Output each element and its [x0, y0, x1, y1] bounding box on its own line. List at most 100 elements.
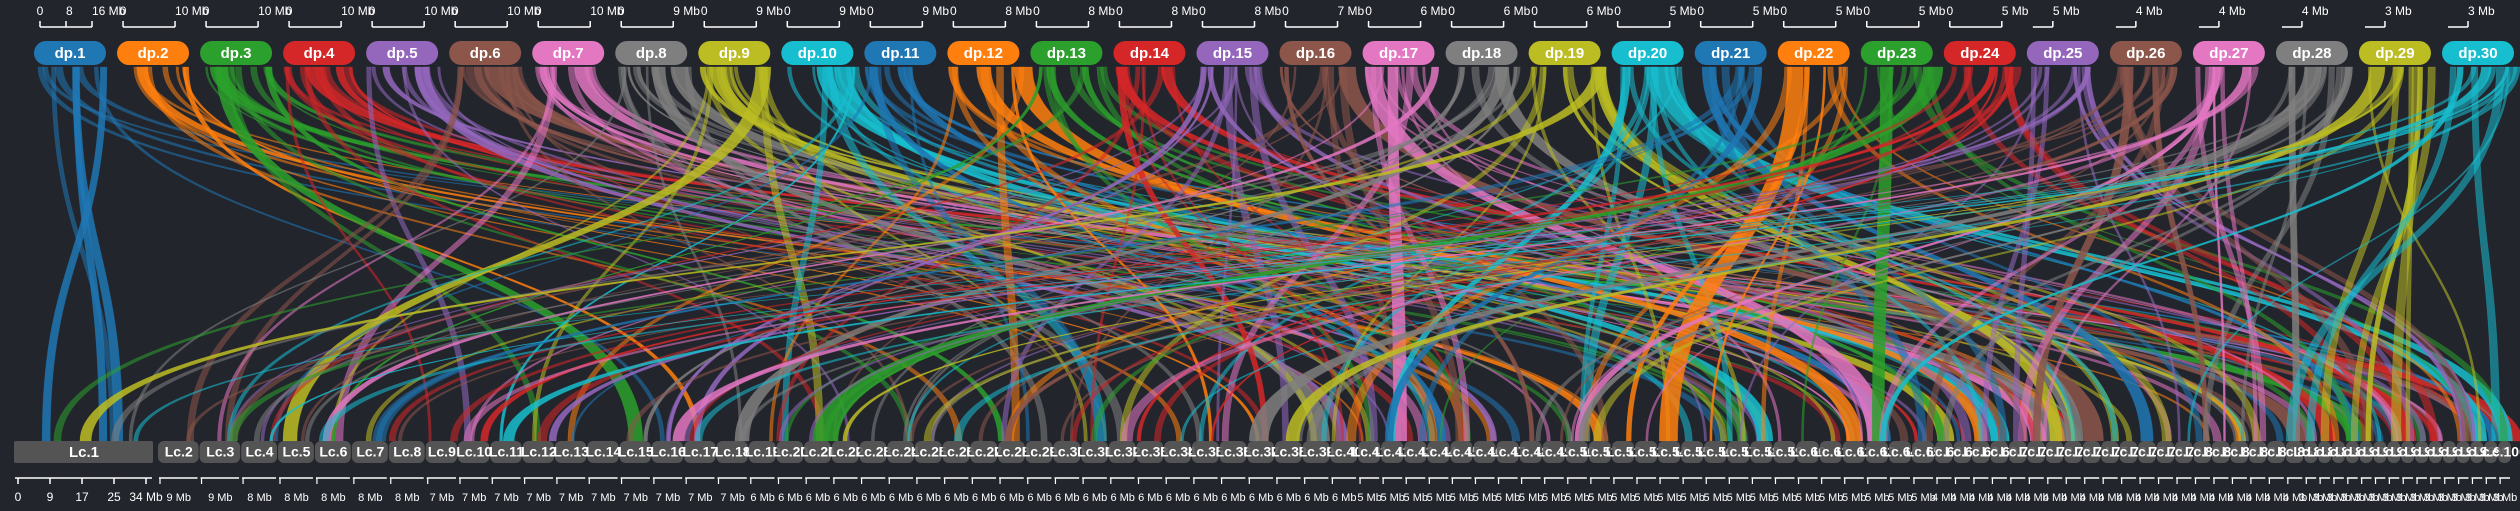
chromosome-box	[388, 441, 425, 463]
chromosome-box	[199, 441, 241, 463]
ribbon	[269, 66, 1165, 442]
scale-label: 7 Mb	[688, 492, 712, 504]
chromosome-box	[1302, 441, 1330, 463]
scale-label: 4 Mb	[2117, 492, 2141, 504]
chromosome-box	[1473, 441, 1496, 463]
chromosome-box	[1935, 441, 1953, 463]
chromosome-box	[1358, 441, 1381, 463]
chromosome-box	[2498, 441, 2511, 463]
chromosome-box	[1796, 441, 1819, 463]
chromosome-label: Lc.47	[1490, 444, 1526, 460]
chromosome-label: Lc.16	[650, 444, 686, 460]
scale-label: 4 Mb	[2227, 492, 2251, 504]
scale-label: 5 Mb	[2002, 4, 2029, 18]
ribbon	[1122, 66, 1362, 442]
chromosome-label: dp.24	[1960, 45, 2000, 62]
scale-label: 0	[1033, 4, 1040, 18]
chromosome-label: Lc.53	[1629, 444, 1665, 460]
ribbon	[1422, 66, 1864, 442]
ribbon	[548, 66, 2091, 442]
chromosome-label: Lc.57	[1721, 444, 1757, 460]
ribbon	[1249, 66, 1378, 442]
scale-label: 6 Mb	[1221, 492, 1245, 504]
chromosome-label: Lc.5	[282, 444, 310, 460]
chromosome-label: Lc.51	[1582, 444, 1618, 460]
scale-label: 8 Mb	[1254, 4, 1281, 18]
chromosome-label: Lc.72	[2037, 444, 2073, 460]
scale-label: 0	[535, 4, 542, 18]
scale-label: 6 Mb	[1083, 492, 1107, 504]
chromosome-label: Lc.33	[1132, 444, 1168, 460]
scale-label: 9 Mb	[839, 4, 866, 18]
chromosome-box	[651, 441, 684, 463]
scale-label: 8 Mb	[284, 492, 308, 504]
ribbon	[2306, 66, 2457, 442]
chromosome-label: Lc.49	[1536, 444, 1572, 460]
chromosome-box	[1611, 441, 1635, 463]
scale-label: 7 Mb	[527, 492, 551, 504]
scale-label: 16 Mb	[92, 4, 126, 18]
chromosome-box	[998, 441, 1025, 463]
chromosome-box	[1773, 441, 1796, 463]
chromosome-pill	[1943, 41, 2016, 65]
chromosome-label: Lc.56	[1698, 444, 1734, 460]
scale-label: 0	[867, 4, 874, 18]
chromosome-box	[2470, 441, 2484, 463]
scale-label: 5 Mb	[1670, 4, 1697, 18]
chromosome-label: dp.7	[553, 45, 584, 62]
scale-label: 0	[1365, 4, 1372, 18]
scale-label: 6 Mb	[1138, 492, 1162, 504]
chromosome-box	[776, 441, 804, 463]
ribbon	[2121, 66, 2374, 442]
scale-label: 0	[1614, 4, 1621, 18]
chromosome-box	[887, 441, 914, 463]
scale-label: 9 Mb	[208, 492, 232, 504]
chromosome-pill	[698, 41, 771, 65]
chromosome-box	[970, 441, 998, 463]
scale-label: 0	[701, 4, 708, 18]
scale-label: 3 Mb	[2410, 492, 2434, 504]
scale-label: 5 Mb	[1836, 4, 1863, 18]
scale-label: 0	[618, 4, 625, 18]
ribbon	[175, 66, 1364, 442]
chromosome-label: dp.29	[2375, 45, 2414, 62]
scale-label: 4 Mb	[2302, 4, 2329, 18]
scale-label: 0	[369, 4, 376, 18]
chromosome-label: Lc.67	[1945, 444, 1981, 460]
scale-label: 5 Mb	[1842, 492, 1866, 504]
scale-label: 9 Mb	[922, 4, 949, 18]
chromosome-label: Lc.65	[1906, 444, 1942, 460]
chromosome-box	[1911, 441, 1935, 463]
chromosome-label: Lc.70	[2000, 444, 2036, 460]
chromosome-label: Lc.34	[1160, 444, 1196, 460]
ribbon	[372, 66, 1757, 442]
chromosome-box	[1496, 441, 1519, 463]
scale-label: 25	[107, 490, 121, 504]
ribbon	[2240, 66, 2308, 442]
chromosome-box	[1953, 441, 1971, 463]
chromosome-box	[2008, 441, 2027, 463]
chromosome-box	[2248, 441, 2267, 463]
chromosome-label: dp.14	[1130, 45, 1170, 62]
scale-label: 0	[1863, 4, 1870, 18]
scale-label: 6 Mb	[1504, 4, 1531, 18]
chromosome-label: Lc.100	[2483, 444, 2520, 460]
chromosome-box	[748, 441, 776, 463]
chromosome-label: Lc.28	[994, 444, 1030, 460]
scale-label: 4 Mb	[2264, 492, 2288, 504]
chromosome-label: dp.25	[2043, 45, 2082, 62]
ribbon	[376, 66, 1744, 442]
chromosome-pill	[1030, 41, 1103, 65]
chromosome-label: Lc.4	[246, 444, 274, 460]
scale-label: 5 Mb	[1911, 492, 1935, 504]
chromosome-label: Lc.73	[2056, 444, 2092, 460]
chromosome-label: Lc.22	[828, 444, 864, 460]
chromosome-label: Lc.68	[1963, 444, 1999, 460]
scale-label: 0	[452, 4, 459, 18]
chromosome-pill	[117, 41, 190, 65]
chromosome-label: Lc.41	[1352, 444, 1388, 460]
chromosome-label: Lc.83	[2240, 444, 2276, 460]
